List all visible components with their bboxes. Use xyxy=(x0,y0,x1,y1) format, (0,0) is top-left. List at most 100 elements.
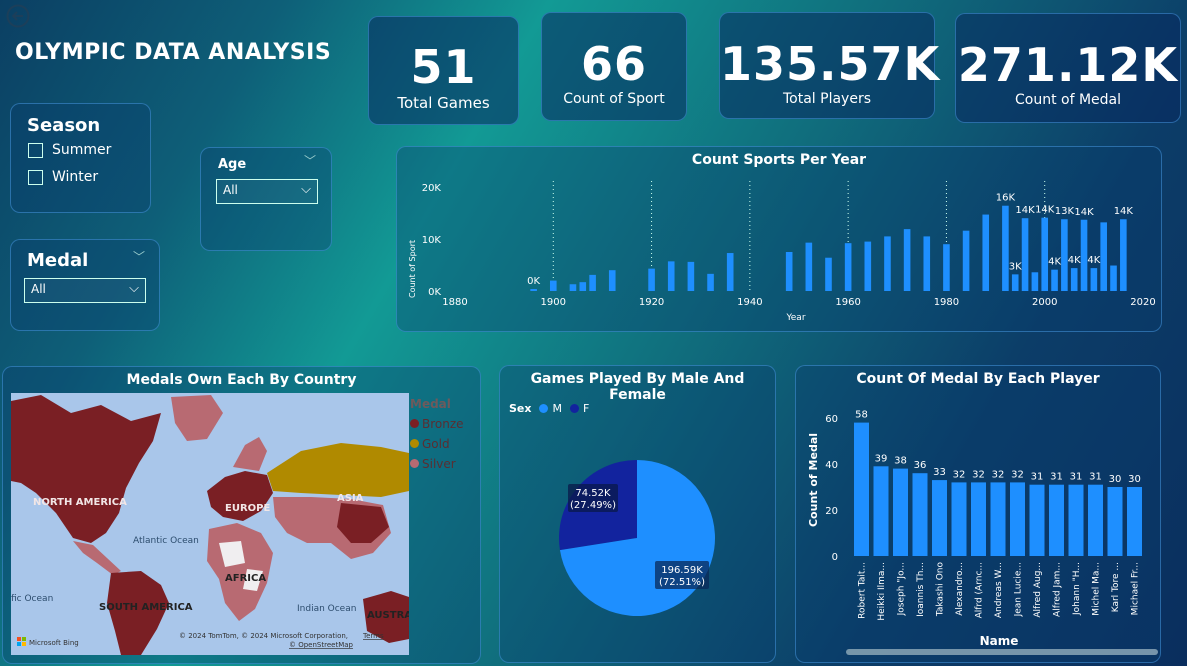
data-label: 36 xyxy=(914,460,927,471)
bar xyxy=(923,236,931,291)
chart-title: Count Sports Per Year xyxy=(691,152,867,168)
data-label: 16K xyxy=(996,193,1016,204)
bar xyxy=(1061,219,1068,291)
x-tick-label: Johann "H... xyxy=(1072,562,1082,616)
bar xyxy=(1002,205,1009,291)
y-tick-label: 10K xyxy=(422,235,442,246)
x-tick-label: Joseph "Jo... xyxy=(897,562,907,616)
x-tick-label: 1900 xyxy=(541,297,566,308)
x-tick-label: Alexandro... xyxy=(955,562,965,616)
chevron-down-icon[interactable]: ﹀ xyxy=(303,154,316,168)
medal-slicer: Medal ﹀ All ⌵ xyxy=(10,239,160,331)
kpi-label: Total Players xyxy=(782,91,871,107)
bar xyxy=(1051,269,1058,291)
bing-logo: Microsoft Bing xyxy=(17,637,79,647)
map-region-russia[interactable] xyxy=(267,443,409,497)
medal-slicer-title: Medal xyxy=(27,250,89,271)
data-label: 4K xyxy=(1068,255,1081,266)
pie-label-female-value: 74.52K xyxy=(575,488,611,499)
legend-dot-male xyxy=(539,404,549,413)
chevron-down-icon[interactable]: ﹀ xyxy=(132,250,145,264)
age-dropdown[interactable]: All ⌵ xyxy=(216,179,318,204)
y-tick-label: 40 xyxy=(825,460,838,471)
y-tick-label: 60 xyxy=(825,414,838,425)
map-region-europe[interactable] xyxy=(207,471,273,521)
x-tick-label: 1940 xyxy=(737,297,762,308)
legend-item-silver[interactable]: Silver xyxy=(410,457,464,471)
legend-title: Medal xyxy=(410,397,451,411)
bar xyxy=(1100,222,1107,291)
player-medal-plot: Count of Medal Name 0 20 40 60 58 Robert Tai… xyxy=(807,410,1158,655)
data-label: 31 xyxy=(1050,472,1063,483)
checkbox[interactable] xyxy=(28,142,43,158)
pie-label-male: 196.59K (72.51%) xyxy=(655,561,709,589)
data-label: 14K xyxy=(1015,205,1035,216)
data-label: 3K xyxy=(1009,261,1022,272)
map-region-scandinavia[interactable] xyxy=(233,437,267,471)
legend-item-gold[interactable]: Gold xyxy=(410,437,464,451)
bar xyxy=(1029,484,1045,556)
horizontal-scrollbar[interactable] xyxy=(846,649,1158,655)
age-slicer-title: Age xyxy=(218,157,247,172)
option-label: Winter xyxy=(52,169,99,185)
data-label: 32 xyxy=(953,469,966,480)
world-map[interactable]: NORTH AMERICA EUROPE ASIA AFRICA SOUTH A… xyxy=(11,393,409,655)
season-option-winter[interactable]: Winter xyxy=(28,169,111,185)
pie-label-male-value: 196.59K xyxy=(661,565,703,576)
bar xyxy=(805,242,813,291)
map-region-australia[interactable] xyxy=(363,591,409,643)
kpi-value: 51 xyxy=(410,40,477,94)
option-label: Summer xyxy=(52,142,112,158)
bar xyxy=(971,482,986,556)
x-tick-label: Alfred Aug... xyxy=(1033,562,1043,618)
y-axis-label: Count of Sport xyxy=(408,240,417,298)
season-slicer-title: Season xyxy=(27,115,101,136)
age-dropdown-value: All xyxy=(223,183,238,197)
map-region-greenland[interactable] xyxy=(171,395,223,441)
sports-per-year-chart: Count Sports Per Year Count of Sport Yea… xyxy=(396,146,1162,332)
checkbox[interactable] xyxy=(28,169,43,185)
bar xyxy=(1049,484,1064,556)
y-tick-label: 20 xyxy=(825,506,838,517)
legend-label-male: M xyxy=(552,402,562,415)
bar xyxy=(707,273,714,291)
bar xyxy=(1080,219,1088,291)
x-tick-label: Takashi Ono xyxy=(936,562,946,618)
bar xyxy=(608,270,616,291)
medal-dropdown[interactable]: All ⌵ xyxy=(24,278,146,303)
data-label: 0K xyxy=(527,276,540,287)
map-region-south-america[interactable] xyxy=(107,571,169,655)
bar xyxy=(1011,274,1019,291)
age-slicer: Age ﹀ All ⌵ xyxy=(200,147,332,251)
map-osm-link[interactable]: © OpenStreetMap xyxy=(289,641,354,649)
x-tick-label: 2020 xyxy=(1130,297,1155,308)
back-button[interactable] xyxy=(6,4,30,28)
bar xyxy=(893,468,908,556)
bar xyxy=(1041,217,1049,291)
legend-item-bronze[interactable]: Bronze xyxy=(410,417,464,431)
kpi-total-players: 135.57K Total Players xyxy=(719,12,939,119)
bar xyxy=(854,422,869,556)
y-tick-label: 0K xyxy=(428,287,441,298)
legend-dot xyxy=(410,459,419,468)
bing-label: Microsoft Bing xyxy=(29,639,79,647)
x-tick-label: Jean Lucie... xyxy=(1014,562,1024,617)
bar xyxy=(903,229,911,291)
map-label-north-america: NORTH AMERICA xyxy=(33,497,127,508)
data-label: 38 xyxy=(894,456,907,467)
map-terms-link[interactable]: Terms xyxy=(362,632,384,640)
map-region-china[interactable] xyxy=(337,503,389,543)
legend-label: Bronze xyxy=(422,417,464,431)
data-label: 32 xyxy=(972,469,985,480)
data-label: 14K xyxy=(1035,205,1055,216)
bar xyxy=(1120,219,1127,291)
x-tick-label: Karl Tore ... xyxy=(1111,562,1121,612)
bar xyxy=(932,480,947,556)
bar xyxy=(667,261,675,291)
map-region-central-america[interactable] xyxy=(73,541,121,575)
legend-dot xyxy=(410,439,419,448)
map-region-north-america[interactable] xyxy=(11,395,161,543)
season-option-summer[interactable]: Summer xyxy=(28,142,111,158)
legend-dot-female xyxy=(569,404,579,413)
map-label-pacific: fic Ocean xyxy=(11,594,53,604)
